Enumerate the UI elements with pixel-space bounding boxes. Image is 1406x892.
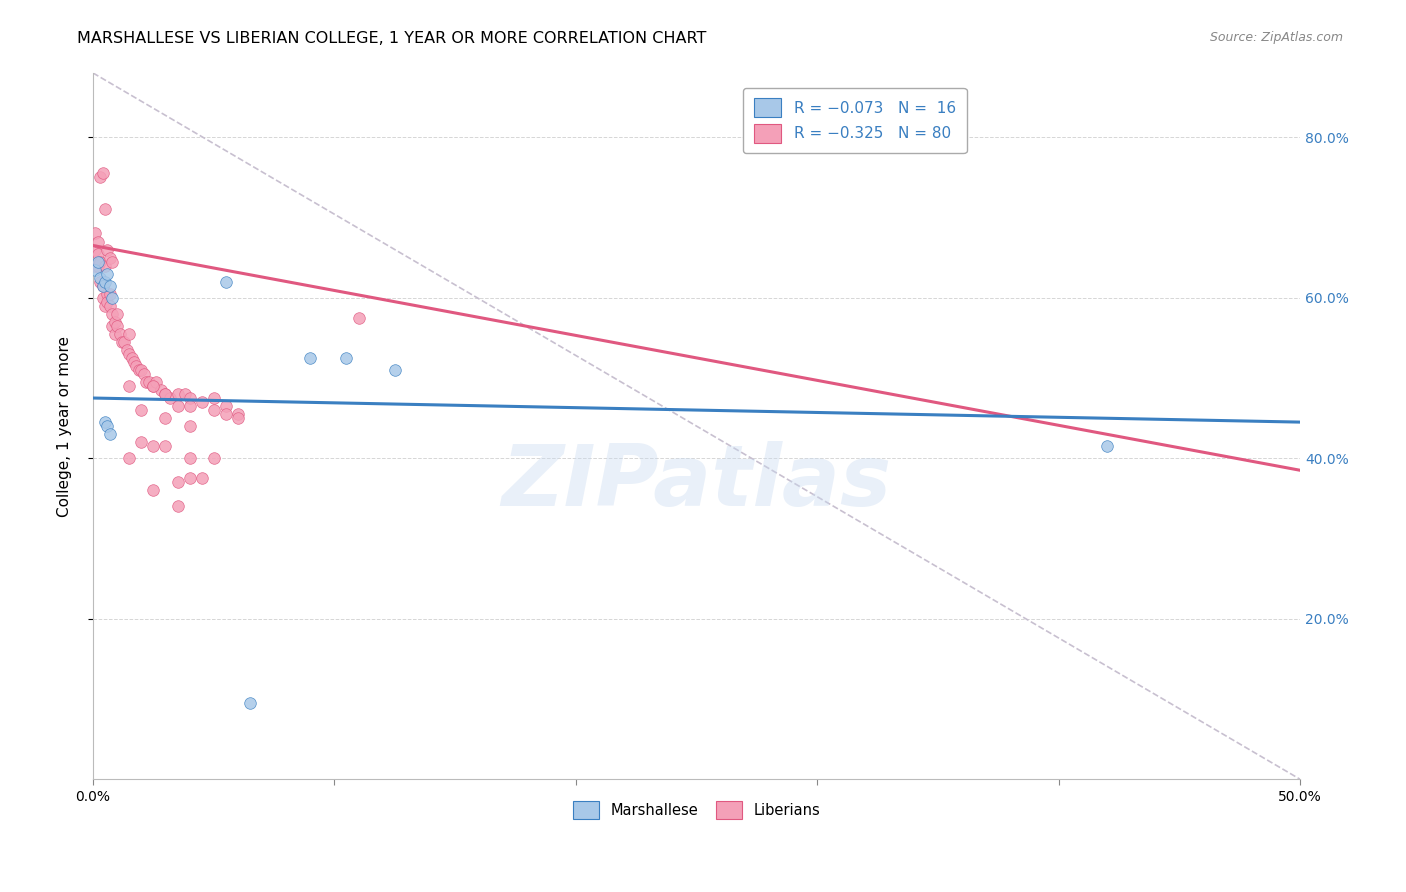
Point — [91, 278, 114, 293]
Point — [89, 275, 111, 289]
Point — [96, 294, 118, 309]
Point — [142, 483, 165, 498]
Point — [118, 451, 141, 466]
Point — [118, 347, 141, 361]
Point — [155, 387, 177, 401]
Point — [179, 399, 201, 413]
Point — [94, 275, 117, 289]
Point — [96, 419, 118, 434]
Point — [347, 310, 370, 325]
Point — [145, 375, 167, 389]
Point — [94, 415, 117, 429]
Point — [98, 299, 121, 313]
Point — [179, 391, 201, 405]
Point — [202, 403, 225, 417]
Point — [104, 315, 127, 329]
Point — [239, 696, 262, 710]
Point — [96, 243, 118, 257]
Point — [84, 227, 107, 241]
Point — [87, 259, 110, 273]
Point — [1095, 439, 1118, 453]
Point — [135, 375, 157, 389]
Point — [129, 403, 152, 417]
Point — [91, 291, 114, 305]
Point — [89, 170, 111, 185]
Text: Source: ZipAtlas.com: Source: ZipAtlas.com — [1209, 31, 1343, 45]
Point — [96, 286, 118, 301]
Point — [226, 411, 249, 425]
Point — [128, 363, 150, 377]
Point — [84, 262, 107, 277]
Point — [166, 387, 188, 401]
Point — [299, 351, 322, 365]
Point — [98, 427, 121, 442]
Point — [108, 326, 131, 341]
Point — [101, 318, 124, 333]
Point — [101, 307, 124, 321]
Point — [129, 363, 152, 377]
Point — [215, 275, 238, 289]
Point — [112, 334, 135, 349]
Point — [105, 318, 128, 333]
Point — [96, 267, 118, 281]
Point — [87, 254, 110, 268]
Point — [159, 391, 181, 405]
Point — [190, 395, 212, 409]
Point — [118, 326, 141, 341]
Point — [155, 411, 177, 425]
Point — [121, 351, 143, 365]
Point — [173, 387, 195, 401]
Point — [98, 251, 121, 265]
Point — [91, 278, 114, 293]
Point — [166, 399, 188, 413]
Point — [115, 343, 138, 357]
Point — [179, 471, 201, 485]
Point — [89, 254, 111, 268]
Point — [89, 270, 111, 285]
Point — [98, 286, 121, 301]
Point — [202, 451, 225, 466]
Point — [104, 326, 127, 341]
Point — [129, 435, 152, 450]
Legend: Marshallese, Liberians: Marshallese, Liberians — [567, 796, 827, 825]
Point — [190, 471, 212, 485]
Point — [87, 235, 110, 249]
Text: MARSHALLESE VS LIBERIAN COLLEGE, 1 YEAR OR MORE CORRELATION CHART: MARSHALLESE VS LIBERIAN COLLEGE, 1 YEAR … — [77, 31, 707, 46]
Point — [142, 439, 165, 453]
Point — [226, 407, 249, 421]
Point — [84, 259, 107, 273]
Point — [166, 500, 188, 514]
Point — [149, 383, 172, 397]
Point — [155, 439, 177, 453]
Point — [335, 351, 357, 365]
Point — [111, 334, 134, 349]
Point — [142, 379, 165, 393]
Point — [138, 375, 160, 389]
Point — [155, 387, 177, 401]
Point — [202, 391, 225, 405]
Point — [84, 243, 107, 257]
Point — [94, 202, 117, 217]
Point — [215, 399, 238, 413]
Point — [101, 291, 124, 305]
Point — [94, 299, 117, 313]
Point — [166, 475, 188, 490]
Point — [132, 367, 155, 381]
Point — [122, 355, 145, 369]
Point — [101, 254, 124, 268]
Text: ZIPatlas: ZIPatlas — [502, 442, 891, 524]
Point — [87, 246, 110, 260]
Point — [179, 451, 201, 466]
Point — [91, 166, 114, 180]
Point — [179, 419, 201, 434]
Point — [94, 259, 117, 273]
Y-axis label: College, 1 year or more: College, 1 year or more — [58, 335, 72, 516]
Point — [98, 278, 121, 293]
Point — [384, 363, 406, 377]
Point — [118, 379, 141, 393]
Point — [125, 359, 148, 373]
Point — [215, 407, 238, 421]
Point — [142, 379, 165, 393]
Point — [105, 307, 128, 321]
